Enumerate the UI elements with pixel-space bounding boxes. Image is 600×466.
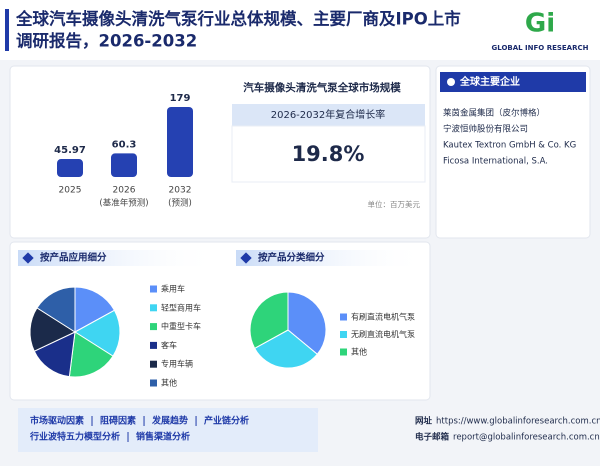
legend-swatch (150, 379, 157, 387)
category-label: 2025 (59, 186, 82, 196)
cagr-value: 19.8% (292, 142, 365, 166)
pie-slice (33, 331, 76, 378)
company: Ficosa International, S.A. (443, 157, 548, 167)
companies-card (435, 65, 591, 239)
website[interactable]: https://www.globalinforesearch.com.cn (436, 417, 600, 427)
logo-mark: Gi (525, 9, 555, 39)
cagr-box (231, 125, 426, 183)
legend-swatch (150, 341, 157, 349)
legend-swatch (150, 360, 157, 368)
bar (167, 107, 193, 177)
legend-swatch (340, 313, 347, 321)
unit: 单位：百万美元 (368, 199, 421, 209)
header-accent (5, 9, 9, 51)
company: Kautex Textron GmbH & Co. KG (443, 141, 576, 151)
legend-label: 有刷直流电机气泵 (351, 312, 415, 322)
panel-title: 汽车摄像头清洗气泵全球市场规模 (243, 81, 401, 94)
email[interactable]: report@globalinforesearch.com.cn (453, 433, 600, 443)
companies-header (440, 72, 586, 92)
footer-link[interactable]: 发展趋势 (151, 415, 188, 427)
company: 宁波恒帅股份有限公司 (443, 124, 528, 135)
section-header (18, 250, 218, 266)
legend-swatch (150, 304, 157, 312)
logo-text: GLOBAL INFO RESEARCH (492, 44, 589, 52)
legend-label: 无刷直流电机气泵 (351, 329, 415, 339)
footer-link[interactable]: 行业波特五力模型分析 (29, 431, 120, 443)
pie-slice (29, 307, 77, 352)
legend-label: 专用车辆 (161, 359, 193, 369)
footer-link[interactable]: 阻碍因素 (100, 415, 136, 427)
footer-link[interactable]: 产业链分析 (204, 415, 249, 427)
title-line: 全球汽车摄像头清洗气泵行业总体规模、主要厂商及IPO上市 (15, 9, 461, 29)
legend-label: 其他 (351, 347, 367, 357)
cagr-label: 2026-2032年复合增长率 (271, 108, 386, 121)
legend-label: 客车 (161, 340, 177, 350)
bar-label: 60.3 (112, 139, 137, 150)
bar (111, 153, 137, 177)
pie-slice (68, 331, 114, 378)
section-header (236, 250, 426, 266)
legend-label: 中重型卡车 (161, 321, 201, 331)
companies-title: 全球主要企业 (459, 75, 520, 88)
category-note: (基准年预测) (99, 198, 148, 209)
legend-label: 轻型商用车 (161, 302, 201, 312)
company: 莱茵金属集团（皮尔博格） (443, 108, 545, 119)
legend-label: 其他 (161, 378, 177, 388)
bar-label: 179 (170, 93, 191, 104)
legend-swatch (150, 285, 157, 293)
title-line: 调研报告，2026-2032 (16, 31, 197, 51)
segment-card (9, 241, 431, 401)
footer-links-box (18, 408, 318, 452)
legend-swatch (340, 348, 347, 356)
pie-slice (254, 329, 318, 369)
pie-slice (74, 309, 121, 357)
header-bg (0, 0, 600, 60)
section-title: 按产品分类细分 (258, 252, 325, 264)
cagr-label-box (232, 104, 425, 126)
pie-slice (36, 286, 76, 333)
footer-link[interactable]: 销售渠道分析 (136, 431, 190, 443)
bar (57, 159, 83, 177)
legend-label: 乘用车 (161, 284, 185, 294)
legend-swatch (150, 323, 157, 331)
category-label: 2026 (113, 186, 136, 196)
website-label: 网址 (415, 416, 433, 427)
pie-slice (74, 286, 116, 333)
legend-swatch (340, 331, 347, 338)
pie-slice (287, 291, 327, 355)
email-label: 电子邮箱 (415, 432, 450, 443)
section-title: 按产品应用细分 (40, 252, 107, 264)
pie-slice (249, 291, 289, 349)
category-note: (预测) (168, 198, 192, 209)
icon (240, 252, 252, 264)
category-label: 2032 (169, 186, 192, 196)
footer-link[interactable]: 市场驱动因素 (30, 415, 84, 427)
bar-label: 45.97 (54, 145, 86, 156)
icon (447, 78, 455, 86)
